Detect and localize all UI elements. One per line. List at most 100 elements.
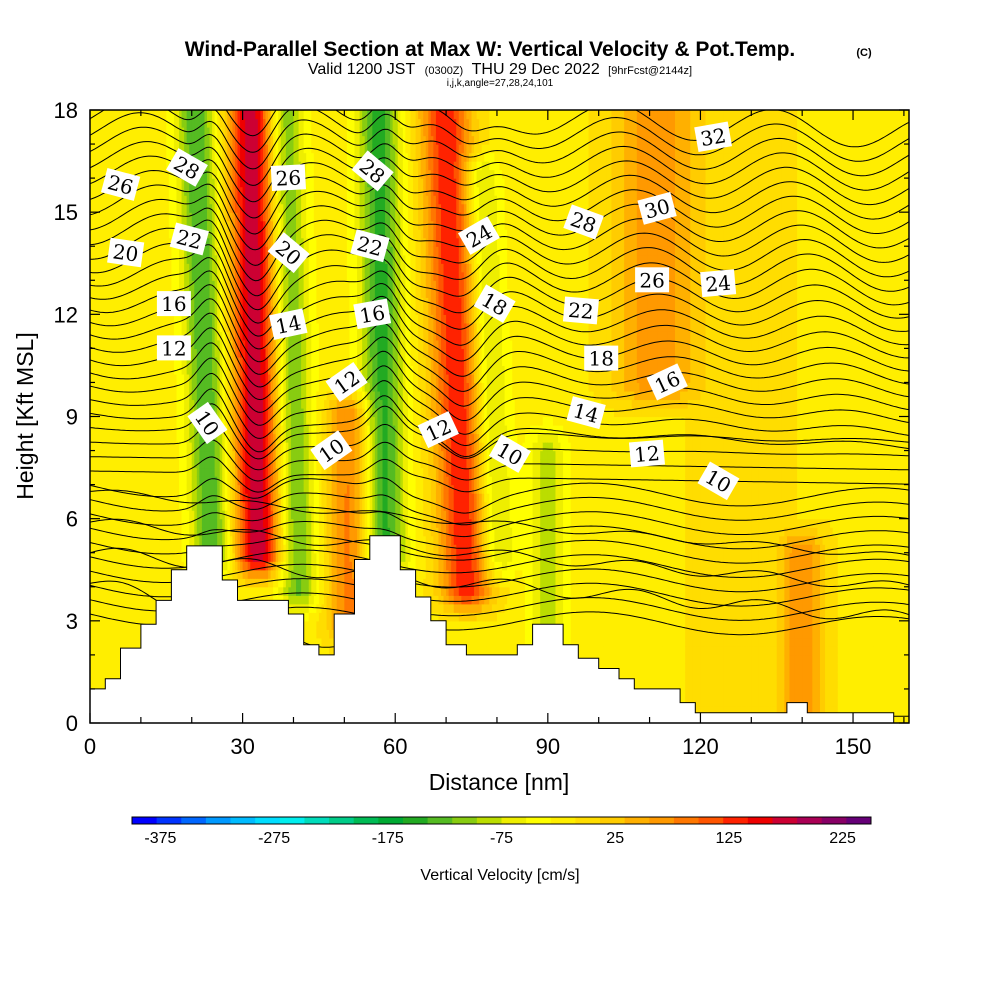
velocity-cell	[143, 433, 147, 443]
velocity-cell	[123, 459, 127, 469]
velocity-cell	[133, 552, 137, 562]
velocity-cell	[145, 127, 150, 137]
velocity-cell	[123, 229, 127, 239]
velocity-cell	[115, 288, 119, 298]
velocity-cell	[110, 271, 114, 281]
velocity-cell	[95, 229, 99, 239]
velocity-cell	[133, 229, 137, 239]
velocity-cell	[95, 280, 99, 290]
velocity-cell	[95, 612, 99, 622]
grid-info: i,j,k,angle=27,28,24,101	[447, 78, 554, 89]
velocity-cell	[92, 680, 96, 690]
velocity-cell	[117, 484, 122, 494]
velocity-cell	[120, 459, 124, 469]
velocity-cell	[100, 263, 104, 273]
velocity-cell	[107, 288, 111, 298]
velocity-cell	[102, 110, 106, 120]
velocity-cell	[151, 569, 155, 579]
velocity-cell	[123, 484, 127, 494]
velocity-cell	[125, 586, 129, 596]
velocity-cell	[110, 637, 114, 647]
velocity-cell	[120, 127, 124, 137]
velocity-cell	[125, 561, 129, 571]
velocity-cell	[90, 416, 94, 426]
velocity-cell	[151, 612, 155, 622]
velocity-cell	[110, 297, 114, 307]
velocity-cell	[145, 195, 150, 205]
velocity-cell	[120, 229, 124, 239]
velocity-cell	[125, 407, 129, 418]
velocity-cell	[117, 263, 122, 273]
velocity-cell	[148, 135, 152, 145]
velocity-cell	[123, 356, 127, 367]
velocity-cell	[133, 169, 137, 179]
velocity-cell	[128, 510, 132, 520]
velocity-cell	[102, 144, 106, 154]
velocity-cell	[102, 425, 106, 435]
velocity-cell	[97, 399, 101, 409]
velocity-cell	[151, 518, 155, 528]
velocity-cell	[92, 220, 96, 230]
velocity-cell	[117, 663, 122, 673]
velocity-cell	[138, 450, 142, 460]
velocity-cell	[95, 595, 99, 605]
velocity-cell	[120, 356, 124, 367]
velocity-cell	[92, 280, 96, 290]
velocity-cell	[140, 459, 145, 469]
velocity-cell	[115, 314, 119, 324]
velocity-cell	[107, 229, 111, 239]
velocity-cell	[105, 442, 109, 452]
velocity-cell	[148, 186, 152, 196]
velocity-cell	[140, 169, 145, 179]
velocity-cell	[110, 229, 114, 239]
velocity-cell	[145, 425, 150, 435]
velocity-cell	[125, 450, 129, 460]
velocity-cell	[135, 416, 139, 426]
velocity-cell	[105, 390, 109, 401]
velocity-cell	[100, 297, 104, 307]
velocity-cell	[123, 144, 127, 154]
velocity-cell	[105, 603, 109, 613]
velocity-cell	[110, 433, 114, 443]
velocity-cell	[92, 135, 96, 145]
velocity-cell	[105, 195, 109, 205]
velocity-cell	[140, 220, 145, 230]
velocity-cell	[140, 118, 145, 128]
velocity-cell	[115, 152, 119, 162]
velocity-cell	[95, 348, 99, 358]
velocity-cell	[133, 535, 137, 545]
velocity-cell	[100, 552, 104, 562]
velocity-cell	[105, 144, 109, 154]
velocity-cell	[140, 382, 145, 392]
velocity-cell	[148, 246, 152, 256]
velocity-cell	[97, 518, 101, 528]
velocity-cell	[123, 152, 127, 162]
velocity-cell	[133, 365, 137, 375]
velocity-cell	[123, 425, 127, 435]
velocity-cell	[130, 339, 134, 349]
velocity-cell	[148, 501, 152, 511]
velocity-cell	[130, 127, 134, 137]
velocity-cell	[148, 578, 152, 588]
velocity-cell	[92, 671, 96, 682]
velocity-cell	[143, 127, 147, 137]
velocity-cell	[100, 212, 104, 222]
velocity-cell	[105, 110, 109, 120]
velocity-cell	[95, 484, 99, 494]
velocity-cell	[97, 212, 101, 222]
velocity-cell	[102, 459, 106, 469]
velocity-cell	[138, 459, 142, 469]
velocity-cell	[133, 220, 137, 230]
velocity-cell	[123, 203, 127, 213]
velocity-cell	[143, 484, 147, 494]
velocity-cell	[125, 390, 129, 401]
velocity-cell	[110, 390, 114, 401]
velocity-cell	[112, 314, 117, 324]
velocity-cell	[112, 382, 117, 392]
velocity-cell	[138, 118, 142, 128]
velocity-cell	[135, 314, 139, 324]
velocity-cell	[130, 365, 134, 375]
velocity-cell	[145, 544, 150, 554]
velocity-cell	[100, 433, 104, 443]
velocity-cell	[117, 561, 122, 571]
